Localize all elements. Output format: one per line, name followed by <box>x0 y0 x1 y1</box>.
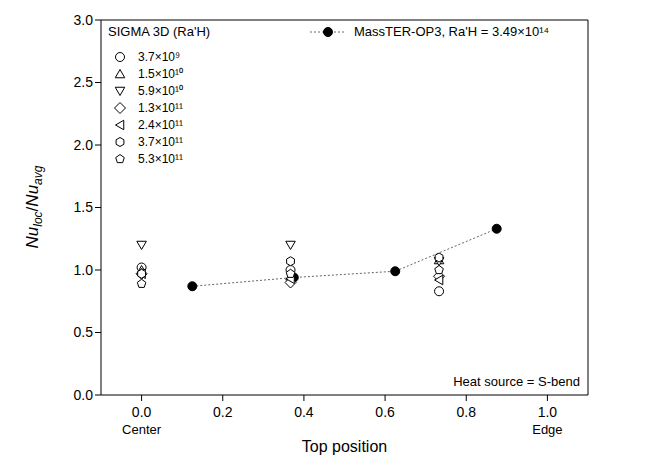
svg-text:5.3×10¹¹: 5.3×10¹¹ <box>138 152 183 166</box>
svg-text:0.5: 0.5 <box>74 324 94 340</box>
svg-text:1.3×10¹¹: 1.3×10¹¹ <box>138 101 183 115</box>
svg-text:3.7×10¹¹: 3.7×10¹¹ <box>138 135 183 149</box>
svg-text:Heat source = S-bend: Heat source = S-bend <box>453 374 580 389</box>
svg-text:Nuloc/Nuavg: Nuloc/Nuavg <box>23 165 45 248</box>
svg-text:0.4: 0.4 <box>294 404 314 420</box>
svg-text:0.0: 0.0 <box>74 387 94 403</box>
svg-text:2.5: 2.5 <box>74 74 94 90</box>
svg-text:3.7×10⁹: 3.7×10⁹ <box>138 50 180 64</box>
svg-text:2.0: 2.0 <box>74 137 94 153</box>
svg-text:1.5×10¹⁰: 1.5×10¹⁰ <box>138 67 183 81</box>
svg-text:0.2: 0.2 <box>213 404 233 420</box>
svg-text:1.0: 1.0 <box>538 404 558 420</box>
svg-text:5.9×10¹⁰: 5.9×10¹⁰ <box>138 84 183 98</box>
svg-text:3.0: 3.0 <box>74 12 94 28</box>
svg-text:Center: Center <box>122 422 162 437</box>
svg-text:1.0: 1.0 <box>74 262 94 278</box>
svg-text:2.4×10¹¹: 2.4×10¹¹ <box>138 118 183 132</box>
svg-text:0.0: 0.0 <box>132 404 152 420</box>
svg-text:Edge: Edge <box>532 422 562 437</box>
svg-text:0.8: 0.8 <box>457 404 477 420</box>
svg-text:1.5: 1.5 <box>74 199 94 215</box>
svg-text:Top position: Top position <box>302 438 387 455</box>
svg-text:MassTER-OP3, Ra'H = 3.49×10¹⁴: MassTER-OP3, Ra'H = 3.49×10¹⁴ <box>354 24 549 39</box>
svg-text:0.6: 0.6 <box>375 404 395 420</box>
svg-text:SIGMA 3D (Ra'H): SIGMA 3D (Ra'H) <box>108 24 210 39</box>
